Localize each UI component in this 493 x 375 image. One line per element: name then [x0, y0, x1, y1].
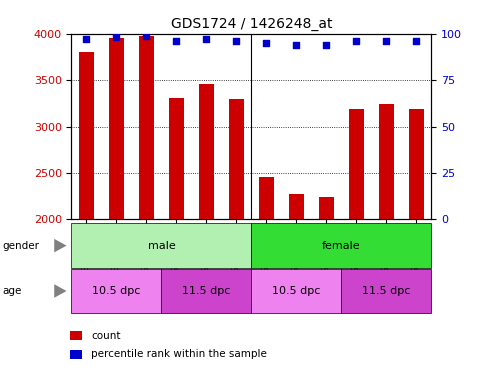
Bar	[259, 177, 274, 219]
Bar	[199, 84, 214, 219]
Text: male: male	[147, 241, 176, 250]
Point	[82, 36, 90, 42]
Text: female: female	[322, 241, 361, 250]
Point	[142, 33, 150, 39]
Point	[173, 38, 180, 44]
Bar	[251, 269, 341, 313]
Bar	[79, 53, 94, 219]
Bar	[109, 38, 124, 219]
Bar	[71, 223, 251, 268]
Text: count: count	[91, 331, 121, 340]
Bar	[341, 269, 431, 313]
Point	[292, 42, 300, 48]
Point	[383, 38, 390, 44]
Bar	[409, 109, 424, 219]
Text: 10.5 dpc: 10.5 dpc	[92, 286, 141, 296]
Text: percentile rank within the sample: percentile rank within the sample	[91, 350, 267, 359]
Bar	[251, 223, 431, 268]
Bar	[139, 36, 154, 219]
Point	[203, 36, 211, 42]
Title: GDS1724 / 1426248_at: GDS1724 / 1426248_at	[171, 17, 332, 32]
Bar	[289, 194, 304, 219]
Text: 10.5 dpc: 10.5 dpc	[272, 286, 320, 296]
Point	[352, 38, 360, 44]
Point	[112, 34, 120, 40]
Text: gender: gender	[2, 241, 39, 250]
Bar	[349, 109, 364, 219]
Bar	[319, 197, 334, 219]
Bar	[229, 99, 244, 219]
Point	[413, 38, 421, 44]
Text: 11.5 dpc: 11.5 dpc	[362, 286, 411, 296]
Point	[233, 38, 241, 44]
Bar	[71, 269, 161, 313]
Bar	[161, 269, 251, 313]
Bar	[169, 98, 184, 219]
Point	[262, 40, 270, 46]
Bar	[379, 104, 394, 219]
Text: age: age	[2, 286, 22, 296]
Text: 11.5 dpc: 11.5 dpc	[182, 286, 231, 296]
Point	[322, 42, 330, 48]
